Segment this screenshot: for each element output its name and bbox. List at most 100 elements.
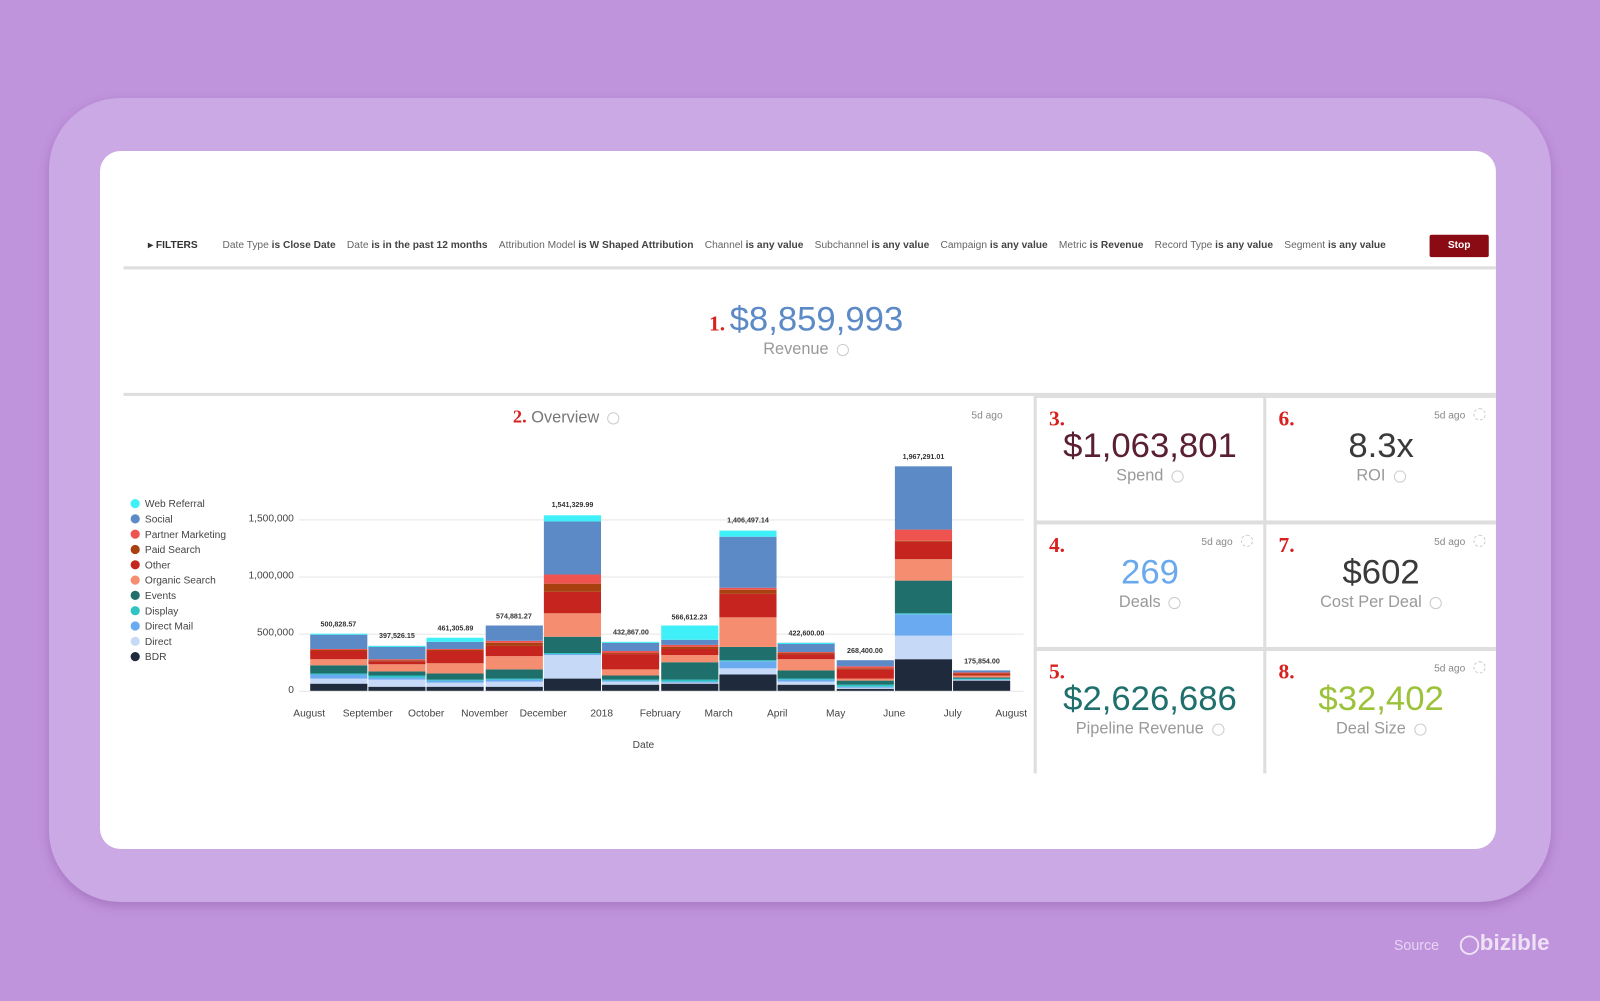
bar-segment [543,654,602,656]
bar-segment [368,686,426,691]
bar-segment [485,681,543,687]
x-tick-label: November [461,708,509,720]
filter-field: Date Type [222,239,269,252]
kpi-number: 6. [1278,406,1295,431]
legend-swatch [130,544,140,555]
kpi-number: 7. [1278,532,1295,558]
legend-item: Web Referral [130,498,205,510]
x-axis-title: Date [632,739,655,752]
legend-swatch [130,606,140,616]
help-icon[interactable] [836,343,849,356]
bar-segment [602,675,660,680]
bar-segment [309,649,368,651]
total-label: 397,526.15 [379,633,415,641]
filters-toggle[interactable]: ▸ FILTERS [147,239,198,252]
filter-condition: is any value [1215,239,1274,252]
filter-condition: is Close Date [271,239,336,252]
kpi-number: 4. [1048,532,1066,558]
bar-segment [426,682,485,687]
bar-segment [894,658,953,691]
bar-segment [426,650,485,664]
filter-field: Segment [1284,239,1326,252]
bar-segment [485,686,543,691]
bar-segment [719,593,777,618]
legend-swatch [130,621,140,631]
bar-segment [543,653,602,655]
filter: Record Type is any value [1155,240,1273,251]
kpi-label: Deal Size [1335,720,1406,738]
bar-segment [836,688,894,691]
legend-label: Paid Search [144,544,201,557]
y-tick-label: 500,000 [256,627,294,639]
help-icon[interactable] [607,412,620,425]
refresh-icon [1473,408,1486,421]
filter-field: Channel [704,239,743,252]
filter-field: Campaign [940,239,988,252]
legend-label: Events [144,590,177,603]
bar-segment [602,650,660,654]
kpi-tile: 4. 5d ago 269 Deals [1036,524,1264,647]
filter: Segment is any value [1284,240,1386,251]
bar-segment [485,646,543,657]
legend-label: BDR [144,652,167,664]
bar-segment [368,677,426,680]
bar-segment [719,659,777,662]
bar-segment [836,685,894,687]
kpi-label: Revenue [763,340,829,359]
total-label: 1,541,329.99 [551,502,594,510]
filter: Date Type is Close Date [222,240,335,251]
x-tick-label: September [342,708,393,720]
bar-segment [602,669,660,676]
bar-segment [836,667,894,670]
legend-label: Direct [144,636,172,648]
total-label: 1,967,291.01 [902,453,945,461]
bar-segment [368,664,426,672]
bar-segment [660,682,719,684]
help-icon[interactable] [1414,723,1427,736]
x-tick-label: December [519,708,567,720]
legend-item: Paid Search [130,544,201,557]
bar-segment [485,642,543,647]
kpi-value: $32,402 [1318,679,1444,719]
filter-field: Subchannel [814,239,869,252]
help-icon[interactable] [1171,470,1184,483]
bar-segment [543,583,602,592]
bar-segment [485,656,543,670]
help-icon[interactable] [1211,723,1225,736]
x-tick-label: June [883,708,906,720]
bar-segment [894,635,953,659]
total-label: 268,400.00 [847,647,883,656]
stop-button[interactable]: Stop [1429,234,1489,258]
legend-label: Partner Marketing [144,529,227,541]
bar-segment [602,641,660,643]
bar-segment [485,679,543,682]
bar-segment [777,678,836,680]
revenue-label-row: Revenue [510,341,1102,359]
brand-logo: ◯bizible [1459,929,1550,956]
bar-segment [602,654,660,670]
kpi-label: ROI [1356,467,1386,485]
bar-segment [953,673,1011,676]
bar-segment [543,613,602,638]
kpi-tile: 5. $2,626,686 Pipeline Revenue [1036,651,1264,774]
refresh-icon [1240,534,1254,547]
kpi-label: Spend [1116,467,1164,485]
legend-swatch [130,560,140,570]
help-icon[interactable] [1393,470,1406,483]
help-icon[interactable] [1429,596,1443,609]
bar-segment [953,679,1011,681]
bar-segment [836,678,894,681]
legend-item: Direct [130,636,172,648]
bar-segment [426,663,485,674]
help-icon[interactable] [1168,596,1182,609]
chart: 0 500,000 1,000,000 1,500,000 August Septembe… [0,0,1031,776]
bar-segment [368,679,426,687]
legend-item: Other [130,560,170,571]
kpi-label: Pipeline Revenue [1075,720,1204,738]
legend-item: Events [130,590,177,603]
filter-condition: is Revenue [1089,239,1144,252]
bar-segment [894,581,953,614]
bar-segment [660,655,719,663]
bar-segment [368,661,426,665]
